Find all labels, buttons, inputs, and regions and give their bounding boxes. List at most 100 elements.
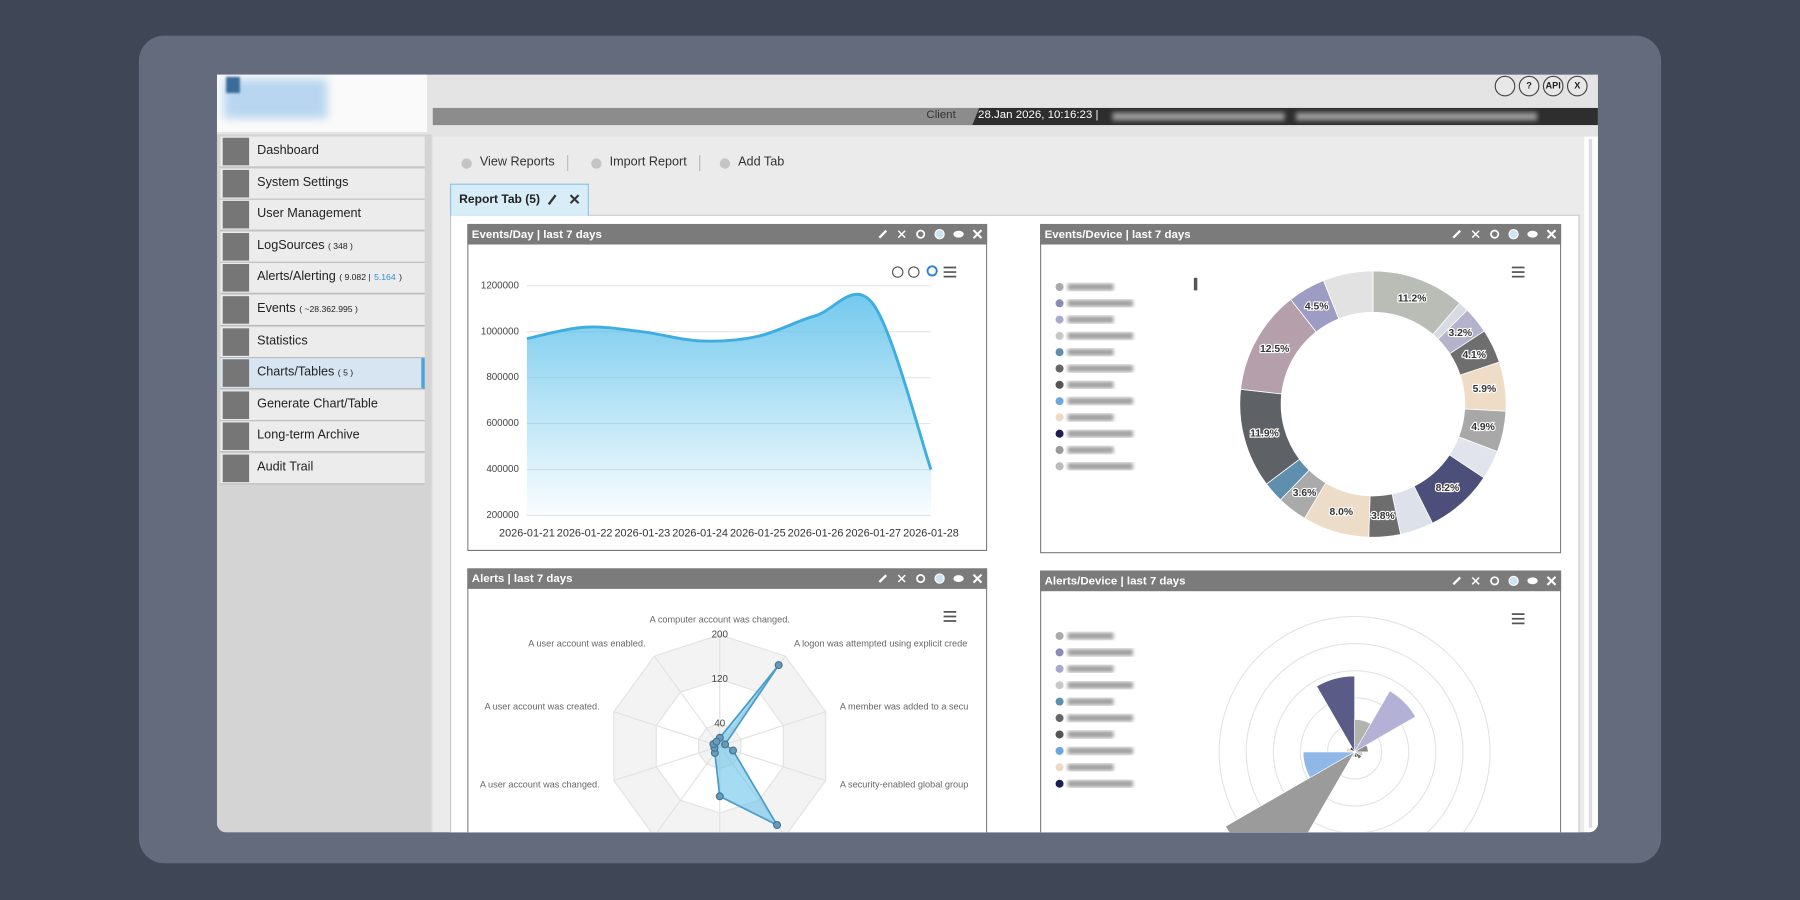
menu-icon — [222, 137, 250, 166]
point[interactable] — [728, 746, 738, 755]
menu-icon — [222, 391, 250, 419]
close-icon[interactable] — [1546, 576, 1557, 586]
point[interactable] — [773, 820, 782, 830]
logo-area — [216, 74, 428, 133]
globe-icon[interactable] — [1508, 575, 1519, 587]
toolbar-button[interactable]: Import Report — [609, 154, 687, 169]
close-icon[interactable] — [972, 229, 983, 239]
menu-item[interactable]: Charts/Tables( 5 ) — [220, 358, 425, 390]
menu-item[interactable]: System Settings — [220, 168, 425, 200]
close-icon[interactable] — [569, 194, 580, 204]
scrollbar[interactable] — [1584, 136, 1598, 833]
widget: Events/Day | last 7 days 200000 400000 6000… — [467, 223, 988, 552]
zoom-button[interactable] — [891, 266, 904, 278]
widget-title: Events/Device | last 7 days — [1045, 229, 1191, 241]
zoom-button[interactable] — [926, 265, 938, 277]
sector[interactable] — [1316, 675, 1355, 753]
spoke — [719, 745, 826, 782]
mail-icon[interactable] — [1494, 75, 1516, 97]
header-icon[interactable]: X — [1566, 75, 1588, 97]
menu-item[interactable]: Audit Trail — [220, 453, 425, 485]
widget-title: Alerts | last 7 days — [472, 573, 573, 585]
expand-icon[interactable] — [1471, 576, 1480, 585]
edit-icon[interactable] — [878, 574, 888, 583]
legend-dot — [1055, 697, 1064, 706]
edit-icon[interactable] — [547, 194, 557, 206]
x-tick-label: 2026-01-27 — [845, 528, 901, 540]
refresh-icon[interactable] — [1490, 576, 1500, 586]
menu-item[interactable]: Dashboard — [220, 136, 425, 168]
legend-dot — [1055, 445, 1064, 455]
view-icon[interactable] — [1527, 230, 1538, 238]
close-icon[interactable] — [1546, 229, 1557, 239]
axis-label: A user account was enabled. — [528, 638, 645, 648]
menu-item[interactable]: Long-term Archive — [220, 421, 425, 453]
menu-text: Audit Trail — [257, 460, 313, 474]
menu-text: Statistics — [257, 334, 308, 348]
report-tab[interactable]: Report Tab (5) — [449, 183, 589, 216]
y-tick-label: 800000 — [486, 372, 519, 383]
menu-label: Events — [257, 301, 296, 316]
menu-item[interactable]: LogSources( 348 ) — [220, 231, 425, 263]
y-tick-label: 200000 — [486, 510, 519, 521]
x-tick-label: 2026-01-23 — [615, 528, 671, 540]
widget: Events/Device | last 7 days 11.2% 3.2% 4.1%… — [1040, 223, 1562, 554]
y-tick-label: 400000 — [486, 464, 519, 475]
menu-item[interactable]: User Management — [220, 199, 425, 231]
expand-icon[interactable] — [897, 230, 906, 239]
edit-icon[interactable] — [1452, 229, 1462, 239]
close-icon[interactable] — [972, 573, 983, 584]
widget: Alerts | last 7 days A computer account w… — [467, 568, 988, 833]
menu-item[interactable]: Alerts/Alerting( 9.082 | 5.164) — [220, 263, 425, 295]
point[interactable] — [774, 661, 783, 670]
top-icons: ? API X — [1491, 75, 1594, 98]
menu-text: Generate Chart/Table — [257, 397, 378, 411]
legend-dot — [1055, 315, 1064, 324]
menu-item[interactable]: Statistics — [220, 326, 425, 358]
sector[interactable] — [1353, 751, 1363, 760]
view-icon[interactable] — [1527, 577, 1538, 585]
point[interactable] — [712, 737, 721, 746]
blurred-info — [1296, 112, 1538, 121]
spoke — [613, 711, 720, 747]
client-label: Client — [926, 109, 956, 122]
view-icon[interactable] — [953, 230, 964, 238]
sector[interactable] — [1353, 744, 1369, 753]
y-tick-label: 1000000 — [481, 326, 520, 337]
sector[interactable] — [1225, 751, 1356, 833]
header-icon[interactable]: API — [1542, 75, 1564, 97]
header-icon[interactable]: ? — [1518, 75, 1540, 97]
globe-icon[interactable] — [1508, 229, 1519, 240]
expand-icon[interactable] — [1471, 230, 1480, 239]
legend-dot — [1055, 299, 1064, 308]
menu-label: Statistics — [257, 333, 308, 348]
slice[interactable] — [1322, 270, 1374, 320]
separator — [567, 154, 569, 172]
globe-icon[interactable] — [934, 573, 945, 584]
toolbar-button[interactable]: Add Tab — [738, 154, 785, 169]
point[interactable] — [715, 792, 724, 801]
menu-item[interactable]: Events( ~28.362.995 ) — [220, 295, 425, 327]
refresh-icon[interactable] — [916, 229, 926, 239]
radial-tick-label: 120 — [712, 674, 729, 685]
sector[interactable] — [1302, 751, 1356, 779]
menu-item[interactable]: Generate Chart/Table — [220, 390, 425, 422]
refresh-icon[interactable] — [1490, 229, 1500, 239]
toolbar-button[interactable]: View Reports — [479, 154, 555, 169]
view-icon[interactable] — [953, 575, 964, 583]
legend-dot — [1055, 648, 1064, 657]
edit-icon[interactable] — [878, 229, 888, 239]
zoom-button[interactable] — [908, 266, 920, 278]
blurred-legend — [1067, 316, 1114, 324]
edit-icon[interactable] — [1452, 576, 1462, 586]
expand-icon[interactable] — [897, 574, 906, 583]
point[interactable] — [721, 740, 730, 749]
menu-icon — [222, 232, 250, 261]
refresh-icon[interactable] — [916, 574, 926, 584]
menu-label: LogSources — [257, 238, 325, 253]
datetime: 28.Jan 2026, 10:16:23 | — [978, 109, 1099, 122]
globe-icon[interactable] — [934, 229, 945, 240]
menu-text: User Management — [257, 207, 361, 221]
sector[interactable] — [1349, 746, 1356, 753]
sector[interactable] — [1353, 690, 1416, 753]
